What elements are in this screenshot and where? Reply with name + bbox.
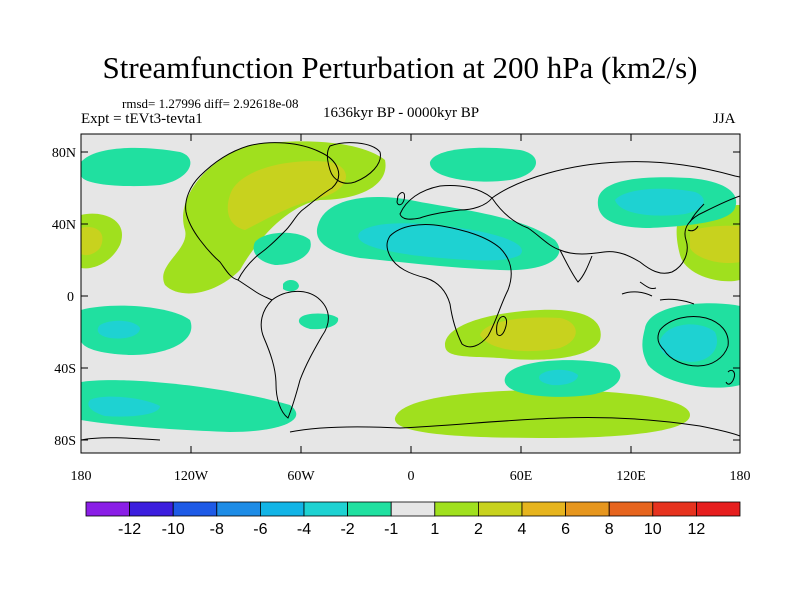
negative-core-south-indian (539, 369, 578, 386)
stats-line: rmsd= 1.27996 diff= 2.92618e-08 (122, 96, 299, 111)
colorbar (85, 501, 741, 517)
coastline-new-zealand (725, 369, 735, 385)
negative-region-equatorial-atlantic (283, 280, 299, 292)
colorbar-swatch (390, 501, 436, 517)
lon-label-60w: 60W (287, 469, 315, 484)
lat-label-0: 0 (67, 290, 74, 305)
negative-region-arctic-pacific (81, 147, 191, 187)
coastline-europe (399, 185, 493, 220)
negative-region-southern-pacific (81, 380, 297, 432)
colorbar-swatch (521, 501, 566, 517)
coastline-uk (396, 192, 405, 206)
coastline-south-america (260, 291, 329, 419)
lat-label-40s: 40S (54, 362, 76, 377)
negative-core-australia (659, 324, 718, 362)
negative-anomaly-layer (81, 147, 740, 432)
colorbar-label: 4 (518, 521, 527, 538)
lat-label-80n: 80N (52, 146, 76, 161)
coastline-japan (687, 203, 705, 232)
colorbar-label: 1 (430, 521, 439, 538)
positive-anomaly-layer (81, 141, 740, 438)
lon-label-60e: 60E (510, 469, 533, 484)
positive-core-south-atlantic-indian (480, 317, 576, 352)
colorbar-swatch (608, 501, 654, 517)
positive-core-east-pacific (690, 225, 740, 264)
season-label: JJA (713, 111, 736, 127)
coastline-africa (386, 223, 512, 348)
period-label: 1636kyr BP - 0000kyr BP (323, 105, 480, 121)
colorbar-label: 6 (561, 521, 570, 538)
positive-region-southern-ocean (394, 390, 690, 438)
coastline-madagascar (496, 315, 507, 337)
negative-region-west-atlantic (253, 232, 311, 265)
lon-label-120e: 120E (616, 469, 646, 484)
map-panel (81, 134, 740, 453)
coastline-asia (491, 161, 740, 274)
negative-region-arctic-atlantic (429, 147, 537, 182)
colorbar-swatch (565, 501, 610, 517)
colorbar-swatch (477, 501, 523, 517)
positive-core-west-pacific (81, 226, 103, 256)
colorbar-swatch (652, 501, 697, 517)
latitude-labels: 80N 40N 0 40S 80S (52, 146, 76, 449)
negative-core-north-africa (358, 223, 522, 261)
colorbar-swatch (259, 501, 305, 517)
lat-label-40n: 40N (52, 218, 76, 233)
lon-label-180e: 180 (730, 469, 751, 484)
coastline-indonesia (621, 281, 695, 305)
longitude-labels: 180 120W 60W 0 60E 120E 180 (71, 469, 751, 484)
lon-label-180w: 180 (71, 469, 92, 484)
map-title: Streamfunction Perturbation at 200 hPa (… (102, 50, 698, 85)
lon-label-0: 0 (408, 469, 415, 484)
colorbar-swatch (129, 501, 174, 517)
colorbar-swatch (85, 501, 130, 517)
colorbar-label: 2 (474, 521, 483, 538)
colorbar-labels: -12 -10 -8 -6 -4 -2 -1 1 2 4 6 8 10 12 (118, 521, 705, 538)
colorbar-label: -4 (297, 521, 311, 538)
negative-core-asia (615, 188, 704, 216)
colorbar-swatch (303, 501, 348, 517)
negative-core-south-pacific (97, 320, 140, 339)
coastline-australia (657, 316, 729, 367)
colorbar-label: 12 (688, 521, 706, 538)
coastline-india (559, 249, 593, 283)
coastline-antarctica (81, 416, 740, 441)
colorbar-swatch (696, 501, 741, 517)
coastline-north-america (185, 142, 340, 281)
negative-core-southern-pacific (88, 396, 160, 417)
colorbar-swatch (434, 501, 479, 517)
colorbar-label: 8 (605, 521, 614, 538)
colorbar-label: -12 (118, 521, 141, 538)
coastlines (81, 142, 740, 441)
lon-label-120w: 120W (174, 469, 209, 484)
lat-label-80s: 80S (54, 434, 76, 449)
colorbar-label: -2 (340, 521, 354, 538)
colorbar-swatch (172, 501, 218, 517)
coastline-central-america (237, 279, 273, 301)
longitude-axis (80, 134, 741, 453)
latitude-axis (81, 151, 740, 441)
colorbar-label: -10 (162, 521, 185, 538)
colorbar-label: 10 (644, 521, 662, 538)
experiment-label: Expt = tEVt3-tevta1 (81, 111, 203, 127)
colorbar-label: -1 (384, 521, 398, 538)
colorbar-label: -8 (210, 521, 224, 538)
coastline-greenland (326, 142, 381, 184)
colorbar-swatch (347, 501, 392, 517)
colorbar-label: -6 (253, 521, 267, 538)
positive-core-north-america (227, 161, 347, 230)
colorbar-swatch (216, 501, 261, 517)
